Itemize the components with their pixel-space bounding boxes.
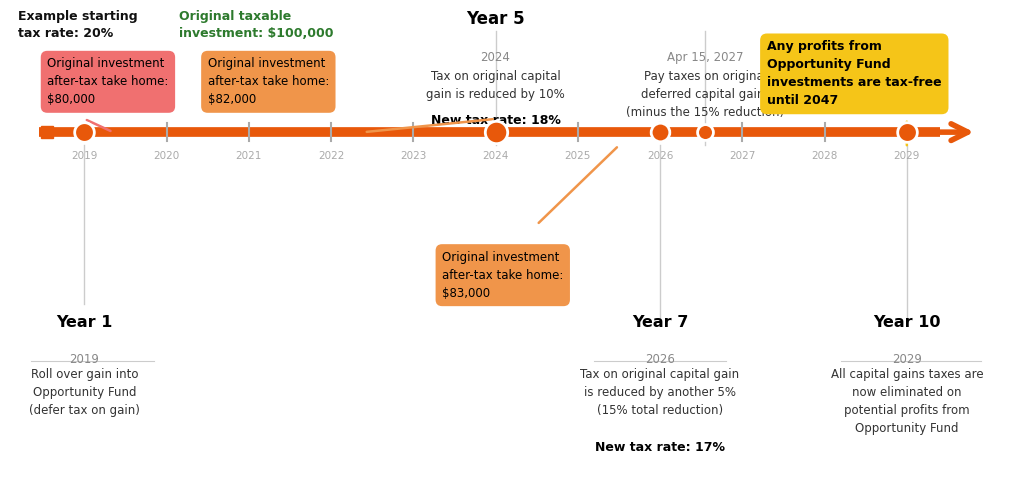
Point [652,128,669,136]
Text: Year 1: Year 1 [56,315,113,330]
Text: 2020: 2020 [154,150,179,160]
Text: New tax rate: 18%: New tax rate: 18% [431,114,560,126]
Text: Original investment
after-tax take home:
$80,000: Original investment after-tax take home:… [47,58,169,106]
Text: Apr 15, 2027: Apr 15, 2027 [667,52,743,64]
Text: 2019: 2019 [71,150,97,160]
Text: Year 7: Year 7 [632,315,688,330]
Text: New tax rate: 17%: New tax rate: 17% [595,440,725,454]
Text: 2028: 2028 [811,150,838,160]
Point [76,128,92,136]
Text: 2026: 2026 [645,354,675,366]
Text: Original investment
after-tax take home:
$83,000: Original investment after-tax take home:… [442,250,563,300]
Text: Any profits from
Opportunity Fund
investments are tax-free
until 2047: Any profits from Opportunity Fund invest… [767,40,942,108]
Text: 2027: 2027 [729,150,756,160]
Text: Roll over gain into
Opportunity Fund
(defer tax on gain): Roll over gain into Opportunity Fund (de… [29,368,139,417]
Text: Tax on original capital
gain is reduced by 10%: Tax on original capital gain is reduced … [426,70,565,101]
Text: 2021: 2021 [236,150,262,160]
Text: 2023: 2023 [400,150,426,160]
Text: 2029: 2029 [892,354,922,366]
Text: 2024: 2024 [482,150,509,160]
Text: Year 10: Year 10 [873,315,941,330]
Text: Tax on original capital gain
is reduced by another 5%
(15% total reduction): Tax on original capital gain is reduced … [581,368,739,417]
Text: Example starting
tax rate: 20%: Example starting tax rate: 20% [18,10,138,40]
Point [899,128,915,136]
Text: Original investment
after-tax take home:
$82,000: Original investment after-tax take home:… [208,58,329,106]
Text: 2029: 2029 [894,150,920,160]
Text: 2026: 2026 [647,150,673,160]
Text: Pay taxes on original
deferred capital gains
(minus the 15% reduction): Pay taxes on original deferred capital g… [627,70,784,119]
Text: All capital gains taxes are
now eliminated on
potential profits from
Opportunity: All capital gains taxes are now eliminat… [830,368,983,435]
Text: 2025: 2025 [564,150,591,160]
Point [697,128,714,136]
Point [487,128,504,136]
Text: 2019: 2019 [70,354,99,366]
Text: 2022: 2022 [317,150,344,160]
Text: 2024: 2024 [480,52,511,64]
Text: Original taxable
investment: $100,000: Original taxable investment: $100,000 [179,10,334,40]
Text: Year 5: Year 5 [466,10,525,29]
